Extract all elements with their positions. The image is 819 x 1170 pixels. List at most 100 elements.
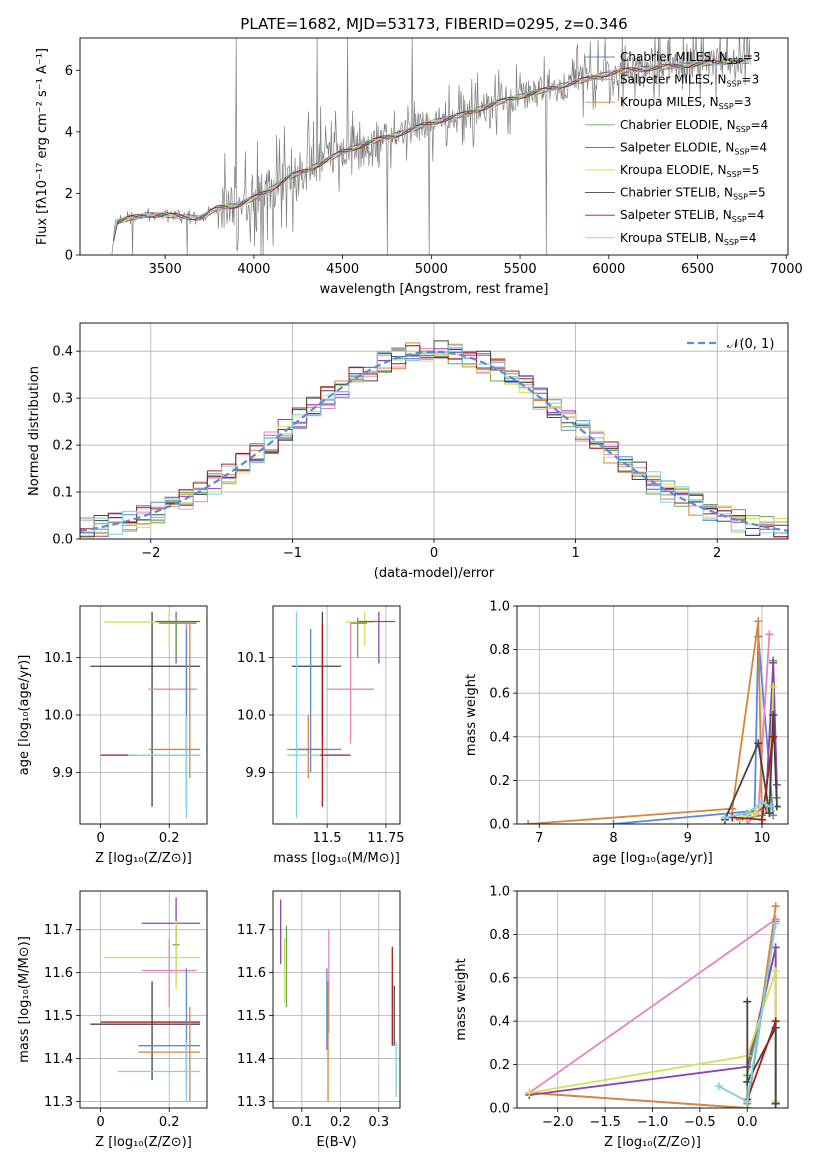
x-tick-label: −0.5 xyxy=(684,1115,716,1130)
weight-marker xyxy=(771,943,780,952)
x-tick-label: 0 xyxy=(96,1115,104,1130)
y-tick-label: 11.4 xyxy=(44,1052,73,1067)
legend-entry: Salpeter ELODIE, NSSP=4 xyxy=(620,140,767,156)
weight-marker xyxy=(743,997,752,1006)
weight-marker xyxy=(524,820,533,824)
y-tick-label: 0.3 xyxy=(52,392,73,407)
legend-entry: Kroupa MILES, NSSP=3 xyxy=(620,95,751,111)
x-axis-label: Z [log₁₀(Z/Z⊙)] xyxy=(95,851,192,866)
weight-line xyxy=(746,1020,777,1100)
x-tick-label: 0 xyxy=(430,546,438,561)
y-tick-label: 11.6 xyxy=(44,966,73,981)
x-tick-label: −2.0 xyxy=(542,1115,574,1130)
y-axis-label: age [log₁₀(age/yr)] xyxy=(17,655,32,776)
legend-count: =5 xyxy=(742,163,760,177)
y-tick-label: 0.8 xyxy=(489,928,510,943)
y-axis-label: mass [log₁₀(M/M⊙)] xyxy=(17,936,32,1063)
weight-marker xyxy=(754,617,763,626)
x-tick-label: 6000 xyxy=(592,262,625,277)
weight-marker xyxy=(525,1088,534,1097)
axes-frame xyxy=(272,890,401,1109)
x-axis-label: age [log₁₀(age/yr)] xyxy=(592,851,713,866)
weight-marker xyxy=(769,732,778,741)
weight-marker xyxy=(771,1017,780,1026)
axes-frame xyxy=(272,605,401,825)
weight-marker xyxy=(771,902,780,911)
x-tick-label: 5000 xyxy=(415,262,448,277)
x-axis-label: E(B-V) xyxy=(316,1135,356,1150)
y-tick-label: 0.1 xyxy=(52,486,73,501)
residuals-panel: −2 −1 0 1 2 0.0 0.1 0.2 0.3 0.4 (data-model)/error… xyxy=(27,322,789,581)
legend-count: =4 xyxy=(747,208,765,222)
model-line xyxy=(113,58,750,238)
y-tick-label: 0.2 xyxy=(489,1058,510,1073)
legend-subscript: SSP xyxy=(732,215,747,224)
x-tick-label: 0.1 xyxy=(292,1115,313,1130)
y-tick-label: 11.7 xyxy=(237,923,266,938)
x-tick-label: 0.3 xyxy=(368,1115,389,1130)
weight-marker xyxy=(765,630,774,639)
weight-marker xyxy=(771,967,780,976)
mass-vs-age-panel: 11.5 11.75 9.9 10.0 10.1 mass [log₁₀(M/M⊙)] xyxy=(237,605,404,866)
legend-subscript: SSP xyxy=(727,170,742,179)
histogram-step xyxy=(80,340,788,538)
legend-entry: Kroupa STELIB, NSSP=4 xyxy=(620,231,757,247)
y-tick-label: 11.3 xyxy=(237,1095,266,1110)
weight-marker xyxy=(720,813,729,822)
z-vs-weight-panel: −2.0 −1.5 −1.0 −0.5 0.0 0.0 0.2 0.4 0.6 0.8 1.0 Z [… xyxy=(454,885,789,1150)
x-tick-label: 7 xyxy=(535,831,543,846)
plot-area xyxy=(287,611,396,819)
gaussian-curve xyxy=(80,350,788,532)
x-tick-label: 0.2 xyxy=(159,1115,180,1130)
legend-count: =4 xyxy=(749,140,767,154)
axes-frame xyxy=(79,890,208,1109)
legend-entry: Salpeter STELIB, NSSP=4 xyxy=(620,208,764,224)
x-tick-label: −2 xyxy=(141,546,160,561)
y-tick-label: 11.6 xyxy=(237,966,266,981)
plot-area xyxy=(111,38,752,255)
y-tick-label: 10.1 xyxy=(44,651,73,666)
weight-marker xyxy=(769,711,778,719)
y-tick-label: 0.8 xyxy=(489,643,510,658)
y-tick-label: 0.0 xyxy=(489,1102,510,1117)
x-axis-label: (data-model)/error xyxy=(374,566,495,581)
axes-frame xyxy=(516,605,789,825)
histogram-step xyxy=(80,344,788,535)
x-tick-label: 11.75 xyxy=(367,831,404,846)
weight-line xyxy=(528,621,763,824)
legend-subscript: SSP xyxy=(728,57,743,66)
y-tick-label: 10.0 xyxy=(237,709,266,724)
legend-entry: Kroupa ELODIE, NSSP=5 xyxy=(620,163,759,179)
weight-marker xyxy=(769,658,778,667)
legend-count: =3 xyxy=(743,50,761,64)
z-vs-mass-panel: 0 0.2 11.3 11.4 11.5 11.6 11.7 Z [log₁₀(Z/Z⊙)] m… xyxy=(17,890,208,1150)
legend-subscript: SSP xyxy=(733,193,748,202)
y-tick-label: 6 xyxy=(65,64,73,79)
y-tick-label: 11.3 xyxy=(44,1095,73,1110)
y-axis-label: Normed distribution xyxy=(27,366,42,496)
legend-subscript: SSP xyxy=(736,125,751,134)
legend-count: =5 xyxy=(748,186,766,200)
weight-marker xyxy=(743,820,752,824)
x-tick-label: 0.0 xyxy=(737,1115,758,1130)
legend-subscript: SSP xyxy=(734,147,749,156)
weight-marker xyxy=(743,1097,752,1106)
legend-count: =3 xyxy=(742,73,760,87)
x-tick-label: 9 xyxy=(684,831,692,846)
plot-area xyxy=(525,902,780,1108)
x-tick-label: 11.5 xyxy=(313,831,342,846)
weight-marker xyxy=(743,809,752,818)
histogram-step xyxy=(80,345,788,538)
x-axis-label: wavelength [Angstrom, rest frame] xyxy=(320,282,549,297)
x-tick-label: 6500 xyxy=(681,262,714,277)
x-tick-label: 7000 xyxy=(770,262,803,277)
x-tick-label: −1.5 xyxy=(589,1115,621,1130)
y-tick-label: 9.9 xyxy=(52,766,73,781)
x-tick-label: 4500 xyxy=(326,262,359,277)
y-tick-label: 2 xyxy=(65,187,73,202)
y-tick-label: 11.5 xyxy=(44,1009,73,1024)
y-tick-label: 1.0 xyxy=(489,600,510,615)
plot-area xyxy=(90,897,201,1102)
weight-marker xyxy=(609,820,618,824)
